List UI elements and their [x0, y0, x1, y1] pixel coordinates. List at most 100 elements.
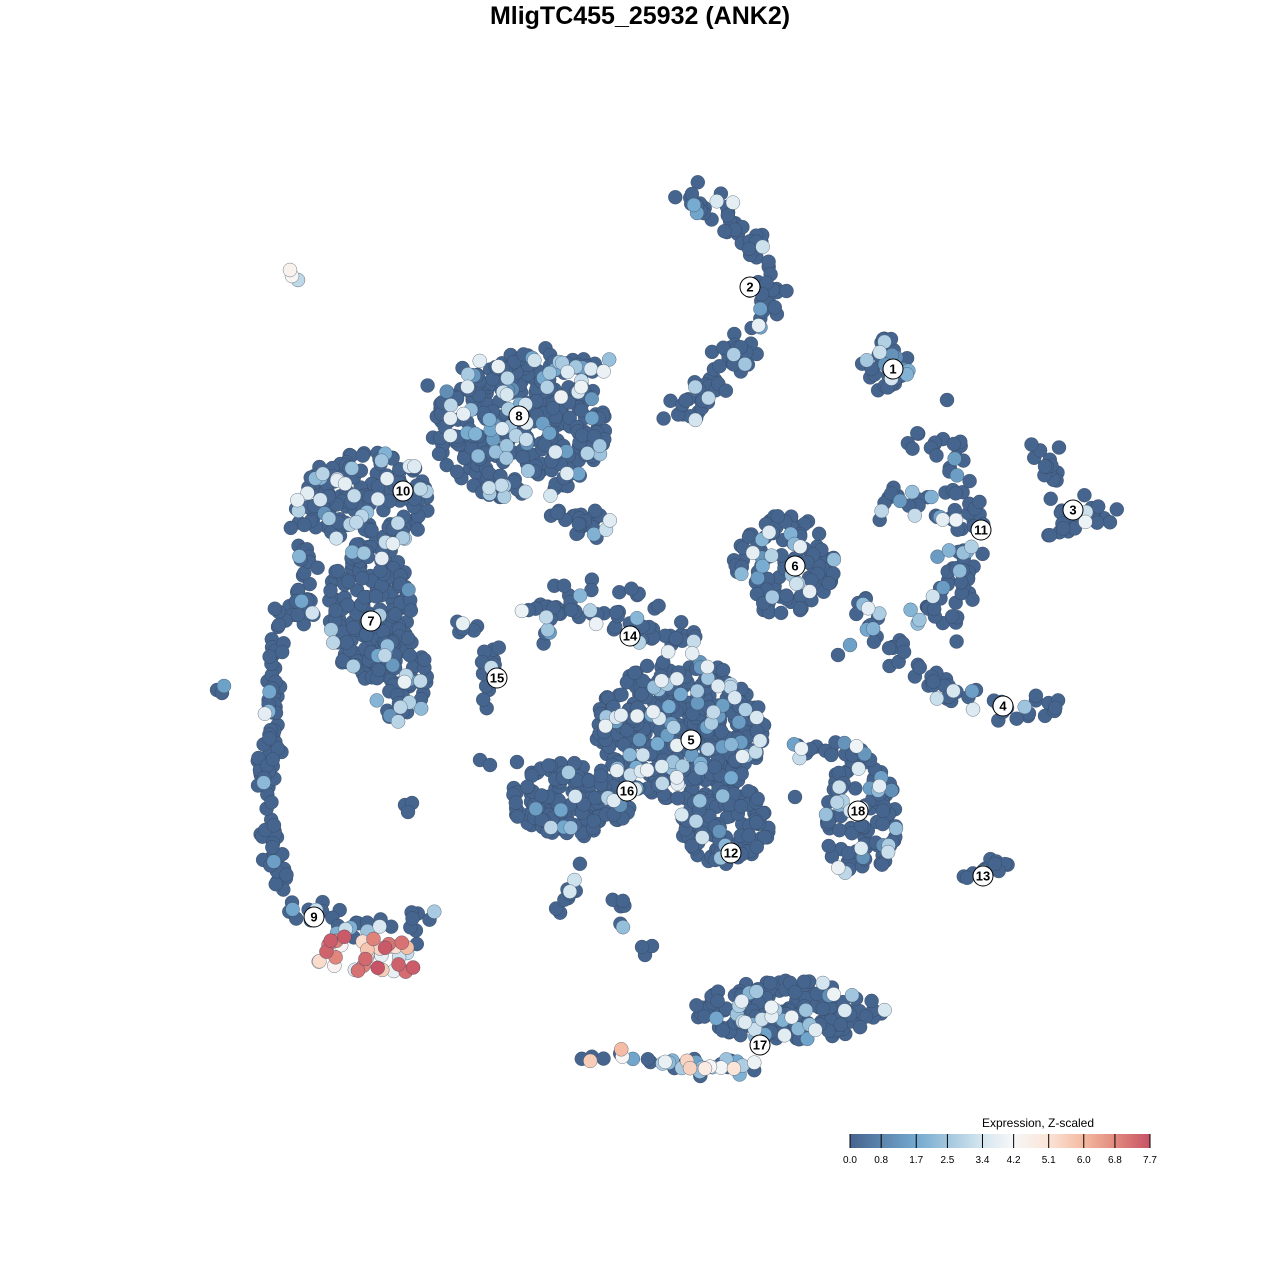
- cell-point: [518, 484, 533, 500]
- cell-point: [520, 779, 535, 794]
- cell-point: [559, 466, 575, 481]
- cell-point: [328, 603, 343, 618]
- cell-point: [837, 735, 852, 751]
- cell-point: [925, 589, 941, 604]
- cell-point: [292, 549, 307, 564]
- cluster-label-text: 8: [515, 409, 522, 424]
- cell-point: [539, 609, 554, 625]
- cell-point: [407, 459, 422, 474]
- cell-point: [787, 985, 803, 1000]
- cell-point: [767, 300, 783, 315]
- cell-point: [750, 791, 765, 807]
- cell-point: [1078, 514, 1093, 530]
- cell-point: [262, 731, 277, 746]
- cell-point: [472, 353, 487, 369]
- cluster-label-text: 5: [687, 733, 694, 748]
- cell-point: [784, 1009, 799, 1025]
- cell-point: [668, 189, 683, 205]
- cell-point: [542, 365, 557, 381]
- cluster-label-badge: [508, 405, 530, 427]
- cell-point: [762, 975, 778, 991]
- cell-point: [606, 793, 622, 808]
- cell-point: [946, 683, 961, 699]
- cell-point: [656, 411, 671, 426]
- cell-point: [779, 588, 794, 603]
- cell-point: [755, 558, 770, 574]
- cell-point: [358, 951, 373, 967]
- cell-point: [700, 659, 715, 675]
- cell-point: [735, 749, 750, 764]
- cell-point: [475, 692, 491, 707]
- cell-point: [684, 838, 699, 854]
- cell-point: [684, 646, 700, 661]
- cell-point: [482, 412, 497, 427]
- cell-point: [669, 671, 685, 687]
- legend-tick-label: 7.7: [1143, 1155, 1157, 1166]
- cell-point: [658, 1054, 673, 1070]
- cell-point: [560, 364, 575, 380]
- cell-point: [718, 383, 734, 398]
- cluster-label-text: 7: [367, 614, 374, 629]
- cell-point: [264, 794, 279, 810]
- cell-point: [731, 714, 747, 730]
- legend-title: Expression, Z-scaled: [982, 1116, 1094, 1130]
- cell-point: [673, 614, 689, 630]
- cell-point: [755, 239, 770, 255]
- cell-point: [926, 674, 941, 689]
- cell-point: [903, 602, 918, 618]
- cell-point: [629, 610, 645, 626]
- cell-point: [770, 509, 786, 524]
- chart-title: MligTC455_25932 (ANK2): [489, 2, 791, 30]
- cell-point: [390, 515, 406, 531]
- cell-point: [666, 720, 681, 735]
- cell-point: [837, 1003, 853, 1018]
- cell-point: [661, 699, 677, 714]
- cell-point: [688, 412, 703, 428]
- cell-point: [792, 600, 808, 616]
- cell-point: [764, 999, 779, 1015]
- cluster-label-16: 16: [616, 780, 638, 802]
- cell-point: [313, 492, 328, 507]
- cell-point: [727, 690, 742, 705]
- cell-point: [831, 779, 847, 795]
- cell-point: [726, 347, 741, 362]
- cell-point: [413, 481, 428, 497]
- cell-point: [326, 635, 341, 650]
- cell-point: [697, 1061, 713, 1076]
- cell-point: [765, 589, 780, 605]
- legend-tick-label: 6.0: [1077, 1155, 1091, 1166]
- cell-point: [508, 795, 524, 810]
- cell-point: [553, 389, 569, 405]
- cell-point: [1028, 688, 1044, 703]
- cell-point: [499, 450, 514, 466]
- cell-point: [300, 485, 315, 501]
- cell-point: [283, 520, 299, 536]
- cell-point: [675, 758, 690, 774]
- cell-point: [257, 706, 273, 721]
- cell-point: [369, 693, 385, 708]
- cell-point: [753, 301, 768, 317]
- cell-point: [216, 678, 232, 694]
- cell-point: [443, 411, 458, 426]
- legend-tick-label: 0.0: [843, 1155, 857, 1166]
- cluster-label-14: 14: [619, 625, 641, 647]
- cell-point: [614, 1042, 629, 1057]
- cell-point: [545, 400, 561, 416]
- cell-point: [749, 984, 764, 999]
- cluster-label-10: 10: [392, 480, 414, 502]
- cell-point: [572, 856, 588, 872]
- cell-point: [815, 975, 831, 991]
- cluster-label-text: 6: [791, 559, 798, 574]
- cluster-label-4: 4: [992, 695, 1014, 717]
- cell-point: [385, 536, 401, 551]
- cluster-label-12: 12: [720, 842, 742, 864]
- cell-point: [700, 741, 716, 757]
- cluster-label-18: 18: [847, 800, 869, 822]
- cell-point: [574, 428, 590, 443]
- cell-point: [364, 523, 379, 538]
- cell-point: [593, 768, 608, 784]
- cell-point: [374, 453, 389, 468]
- cell-point: [443, 398, 459, 413]
- cell-point: [470, 448, 486, 464]
